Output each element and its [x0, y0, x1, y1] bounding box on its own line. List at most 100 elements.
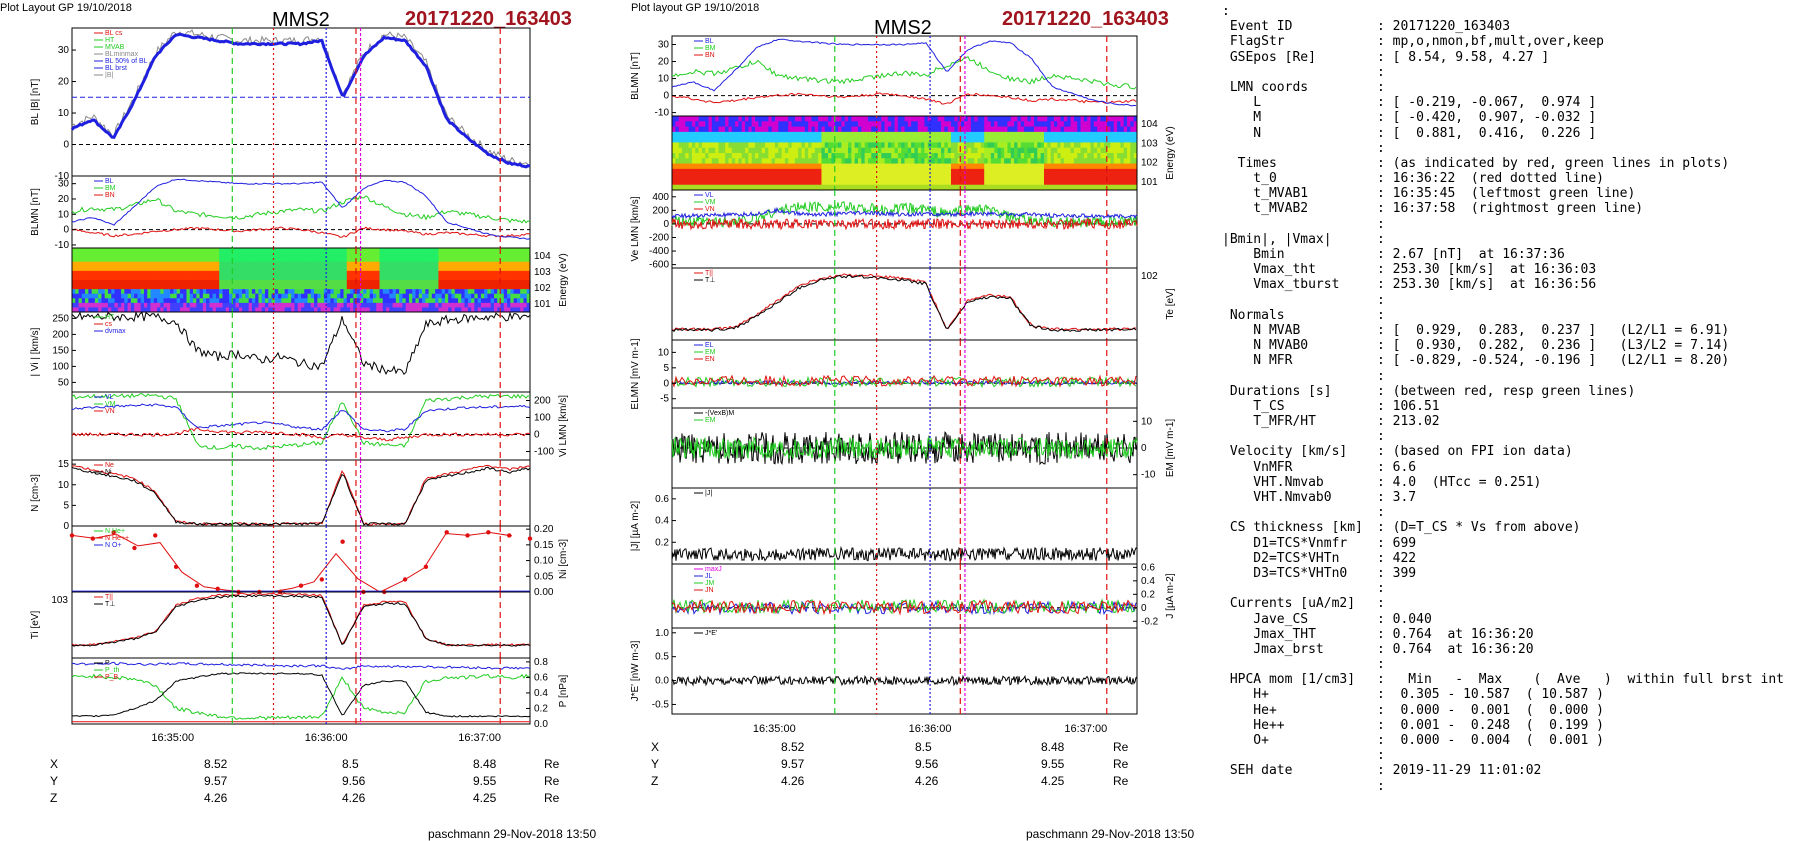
- right-heatmap-cell: [1077, 142, 1082, 149]
- right-heatmap-cell: [881, 153, 886, 159]
- right-heatmap-cell: [1050, 153, 1055, 159]
- right-heatmap-cell: [1117, 179, 1121, 186]
- right-heatmap-cell: [848, 158, 852, 165]
- right-heatmap-cell: [891, 184, 896, 191]
- left-heatmap-cell: [297, 298, 302, 304]
- left-heatmap-cell: [281, 307, 286, 313]
- left-heatmap-cell: [340, 270, 345, 276]
- right-heatmap-cell: [731, 121, 736, 128]
- right-heatmap-cell: [781, 142, 786, 149]
- right-heatmap-cell: [778, 153, 783, 159]
- right-heatmap-cell: [1123, 116, 1128, 122]
- left-heatmap-cell: [350, 257, 354, 263]
- right-heatmap-cell: [681, 147, 686, 154]
- right-heatmap-cell: [861, 168, 866, 175]
- right-heatmap-cell: [1093, 163, 1098, 170]
- left-heatmap-cell: [513, 261, 518, 267]
- left-heatmap-cell: [127, 248, 132, 254]
- right-heatmap-cell: [1087, 153, 1091, 159]
- right-heatmap-cell: [1007, 137, 1012, 143]
- left-heatmap-cell: [346, 298, 351, 304]
- left-heatmap-cell: [170, 261, 174, 267]
- left-heatmap-cell: [523, 252, 528, 258]
- right-heatmap-cell: [924, 153, 929, 159]
- right-ephem-z-v3: 4.25: [1041, 774, 1065, 788]
- right-heatmap-cell: [861, 163, 866, 170]
- right-heatmap-cell: [941, 137, 945, 143]
- right-heatmap-cell: [834, 158, 839, 165]
- left-heatmap-cell: [386, 302, 390, 308]
- left-heatmap-cell: [363, 266, 367, 272]
- left-heatmap-cell: [386, 252, 390, 258]
- right-heatmap-cell: [1110, 126, 1115, 133]
- right-heatmap-cell: [921, 121, 925, 128]
- left-heatmap-cell: [291, 261, 295, 267]
- left-ephem-x-v3: 8.48: [473, 757, 497, 771]
- right-heatmap-cell: [877, 137, 882, 143]
- left-heatmap-cell: [343, 270, 348, 276]
- left-heatmap-cell: [314, 302, 318, 308]
- left-heatmap-cell: [179, 252, 184, 258]
- right-heatmap-cell: [1040, 179, 1045, 186]
- right-heatmap-cell: [768, 131, 773, 138]
- right-heatmap-cell: [801, 174, 806, 180]
- left-heatmap-cell: [333, 289, 338, 295]
- right-heatmap-cell: [1080, 174, 1085, 180]
- right-heatmap-cell: [1027, 121, 1032, 128]
- right-heatmap-cell: [1120, 121, 1125, 128]
- left-heatmap-cell: [101, 307, 106, 313]
- right-heatmap-cell: [1070, 121, 1075, 128]
- left-heatmap-cell: [229, 298, 233, 304]
- left-heatmap-cell: [245, 302, 250, 308]
- right-heatmap-cell: [861, 158, 866, 165]
- left-heatmap-cell: [150, 293, 155, 299]
- left-heatmap-cell: [242, 270, 246, 276]
- right-heatmap-cell: [678, 153, 683, 159]
- right-heatmap-cell: [705, 158, 710, 165]
- left-heatmap-cell: [471, 248, 475, 254]
- right-heatmap-cell: [951, 116, 955, 122]
- right-heatmap-cell: [987, 163, 992, 170]
- left-heatmap-cell: [366, 284, 371, 290]
- left-heatmap-cell: [510, 302, 515, 308]
- left-heatmap-cell: [435, 284, 439, 290]
- right-heatmap-cell: [711, 153, 716, 159]
- right-heatmap-cell: [901, 168, 905, 175]
- right-heatmap-cell: [1073, 137, 1078, 143]
- right-heatmap-cell: [688, 137, 693, 143]
- right-heatmap-cell: [1127, 153, 1131, 159]
- right-heatmap-cell: [791, 137, 796, 143]
- left-heatmap-cell: [402, 266, 407, 272]
- right-heatmap-cell: [884, 179, 889, 186]
- right-heatmap-cell: [960, 131, 965, 138]
- right-heatmap-cell: [801, 137, 806, 143]
- left-heatmap-cell: [484, 248, 488, 254]
- right-heatmap-cell: [1093, 147, 1098, 154]
- right-heatmap-cell: [771, 184, 776, 191]
- right-heatmap-cell: [751, 147, 756, 154]
- right-heatmap-cell: [997, 142, 1002, 149]
- left-heatmap-cell: [513, 302, 518, 308]
- left-heatmap-cell: [389, 275, 394, 281]
- left-heatmap-cell: [487, 302, 492, 308]
- right-heatmap-cell: [1070, 147, 1075, 154]
- left-heatmap-cell: [117, 307, 122, 313]
- right-heatmap-cell: [984, 174, 989, 180]
- right-heatmap-cell: [861, 179, 866, 186]
- right-heatmap-cell: [907, 126, 912, 133]
- left-heatmap-cell: [196, 275, 201, 281]
- right-heatmap-cell: [1047, 184, 1052, 191]
- left-heatmap-cell: [444, 266, 449, 272]
- left-heatmap-cell: [255, 298, 259, 304]
- right-heatmap-cell: [738, 116, 743, 122]
- right-heatmap-cell: [685, 116, 690, 122]
- left-heatmap-cell: [219, 266, 223, 272]
- left-heatmap-cell: [242, 293, 246, 299]
- right-heatmap-cell: [977, 137, 982, 143]
- summary-key: t_0: [1222, 171, 1277, 187]
- right-heatmap-cell: [788, 184, 793, 191]
- right-ytick-label: 0: [663, 91, 669, 102]
- left-heatmap-cell: [72, 257, 76, 263]
- right-heatmap-cell: [931, 179, 935, 186]
- summary-key: D3=TCS*VHTn0: [1222, 565, 1348, 581]
